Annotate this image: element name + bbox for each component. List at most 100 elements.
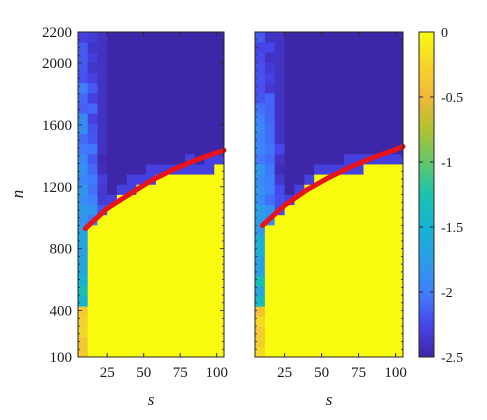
heatmap-cell [155,255,166,266]
heatmap-cell [353,204,364,216]
heatmap-cell [363,204,374,216]
heatmap-cell [97,235,108,246]
heatmap-cell [204,42,215,53]
heatmap-cell [185,153,196,165]
heatmap-cell [204,316,215,327]
heatmap-cell [185,72,196,84]
heatmap-cell [324,224,335,236]
heatmap-cell [353,133,364,145]
x-tick-label: 100 [205,365,228,381]
heatmap-cell [194,82,205,94]
heatmap-cell [324,245,335,256]
heatmap-cell [373,184,384,195]
heatmap-cell [294,92,305,104]
heatmap-cell [146,133,157,145]
heatmap-cell [78,72,89,84]
heatmap-cell [274,326,285,338]
heatmap-cell [165,235,176,246]
heatmap-cell [165,153,176,165]
heatmap-cell [353,143,364,155]
heatmap-cell [363,123,374,134]
heatmap-cell [274,92,285,104]
heatmap-cell [175,204,186,216]
heatmap-cell [353,346,364,357]
heatmap-cell [284,82,295,94]
heatmap-cell [314,174,325,185]
heatmap-cell [78,92,89,104]
heatmap-cell [175,123,186,134]
heatmap-cell [165,326,176,338]
heatmap-cell [294,245,305,256]
heatmap-cell [97,336,108,348]
heatmap-cell [373,306,384,317]
heatmap-cell [185,245,196,256]
heatmap-cell [136,326,147,338]
heatmap-cell [97,62,108,74]
heatmap-cell [214,32,224,43]
heatmap-cell [255,326,266,338]
heatmap-cell [294,285,305,297]
heatmap-cell [353,123,364,134]
heatmap-cell [87,255,98,266]
heatmap-cell [194,296,205,307]
heatmap-cell [214,275,224,287]
heatmap-cell [165,92,176,104]
heatmap-cell [343,52,355,63]
heatmap-cell [373,194,384,206]
heatmap-cell [136,306,147,317]
heatmap-cell [146,265,157,277]
heatmap-cell [136,214,147,226]
heatmap-cell [97,113,108,124]
heatmap-cell [363,72,374,84]
heatmap-cell [304,275,315,287]
heatmap-cell [204,164,215,175]
heatmap-cell [116,306,128,317]
heatmap-cell [363,245,374,256]
colorbar-tick-label: -1.5 [441,221,463,236]
heatmap-cell [314,235,325,246]
heatmap-cell [274,153,285,165]
heatmap-cell [304,326,315,338]
heatmap-cell [204,82,215,94]
heatmap-cell [314,346,325,357]
heatmap-cell [255,224,266,236]
heatmap-cell [146,82,157,94]
y-tick-label: 1600 [42,118,72,134]
x-tick-label: 25 [100,365,115,381]
heatmap-cell [294,143,305,155]
heatmap-cell [146,184,157,195]
heatmap-cell [363,214,374,226]
heatmap-cell [78,316,89,327]
heatmap-cell [194,346,205,357]
heatmap-cell [126,316,137,327]
heatmap-cell [146,72,157,84]
heatmap-cell [373,346,384,357]
heatmap-cell [294,164,305,175]
heatmap-cell [146,164,157,175]
heatmap-cell [175,336,186,348]
heatmap-cell [175,346,186,357]
heatmap-cell [97,214,108,226]
heatmap-cell [284,346,295,357]
heatmap-cell [204,306,215,317]
heatmap-cell [175,153,186,165]
heatmap-cell [264,113,276,124]
heatmap-cell [383,52,394,63]
heatmap-cell [204,255,215,266]
heatmap-cell [87,92,98,104]
heatmap-cell [353,255,364,266]
heatmap-cell [304,214,315,226]
heatmap-cell [343,153,355,165]
heatmap-cell [97,265,108,277]
heatmap-cell [214,133,224,145]
heatmap-cell [333,346,345,357]
heatmap-cell [78,306,89,317]
heatmap-cell [97,92,108,104]
heatmap-cell [87,306,98,317]
heatmap-cell [185,255,196,266]
heatmap-cell [87,224,98,236]
heatmap-cell [333,143,345,155]
heatmap-cell [146,296,157,307]
heatmap-cell [343,275,355,287]
heatmap-cell [255,32,266,43]
